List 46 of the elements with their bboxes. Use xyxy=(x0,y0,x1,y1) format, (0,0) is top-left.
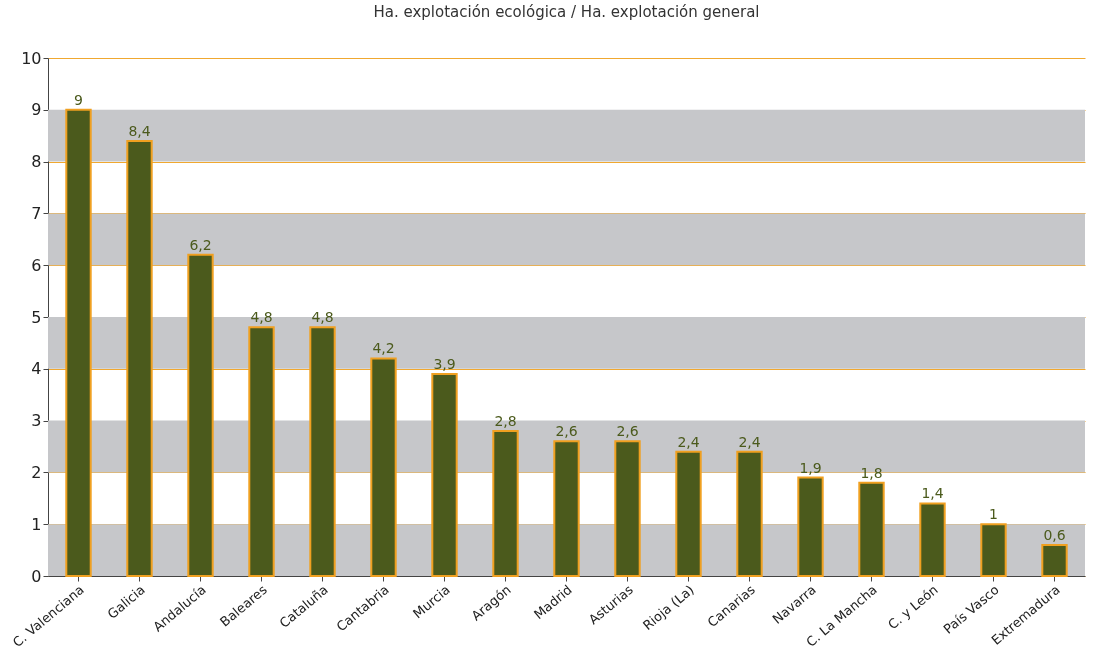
data-label: 6,2 xyxy=(189,236,212,253)
data-label: 4,8 xyxy=(250,309,273,326)
y-tick-label: 6 xyxy=(31,255,42,275)
bar xyxy=(126,139,153,577)
y-tick-label: 10 xyxy=(21,48,42,68)
data-label: 1,8 xyxy=(860,464,883,481)
data-label: 2,4 xyxy=(738,433,761,450)
y-tick-label: 5 xyxy=(31,307,42,327)
bar xyxy=(614,440,641,577)
data-label: 4,8 xyxy=(311,309,334,326)
bar xyxy=(370,357,397,577)
y-tick-label: 7 xyxy=(31,203,42,223)
bar xyxy=(553,440,580,577)
bar xyxy=(492,429,519,577)
bar xyxy=(65,108,92,577)
bar xyxy=(248,326,275,577)
data-label: 2,4 xyxy=(677,433,700,450)
chart-title: Ha. explotación ecológica / Ha. explotación general xyxy=(373,3,760,21)
y-tick-label: 8 xyxy=(31,152,42,172)
data-label: 3,9 xyxy=(433,355,456,372)
bar xyxy=(797,476,824,577)
y-tick-label: 9 xyxy=(31,100,42,120)
bar xyxy=(187,253,214,577)
data-label: 8,4 xyxy=(128,122,151,139)
data-label: 1,9 xyxy=(799,459,822,476)
data-label: 0,6 xyxy=(1043,526,1066,543)
bar xyxy=(431,372,458,577)
bar xyxy=(858,481,885,577)
y-tick-label: 0 xyxy=(31,566,42,586)
data-label: 4,2 xyxy=(372,340,395,357)
data-label: 2,6 xyxy=(555,423,578,440)
y-tick-label: 2 xyxy=(31,462,42,482)
data-label: 2,8 xyxy=(494,412,517,429)
data-label: 1,4 xyxy=(921,485,944,502)
bar xyxy=(1041,543,1068,577)
bar xyxy=(675,450,702,577)
data-label: 2,6 xyxy=(616,423,639,440)
bar xyxy=(309,326,336,577)
bar xyxy=(736,450,763,577)
bar xyxy=(980,523,1007,577)
data-label: 9 xyxy=(74,91,83,108)
y-tick-label: 3 xyxy=(31,411,42,431)
y-tick-label: 1 xyxy=(31,514,42,534)
bar xyxy=(919,502,946,577)
data-label: 1 xyxy=(989,506,998,523)
y-tick-label: 4 xyxy=(31,359,42,379)
